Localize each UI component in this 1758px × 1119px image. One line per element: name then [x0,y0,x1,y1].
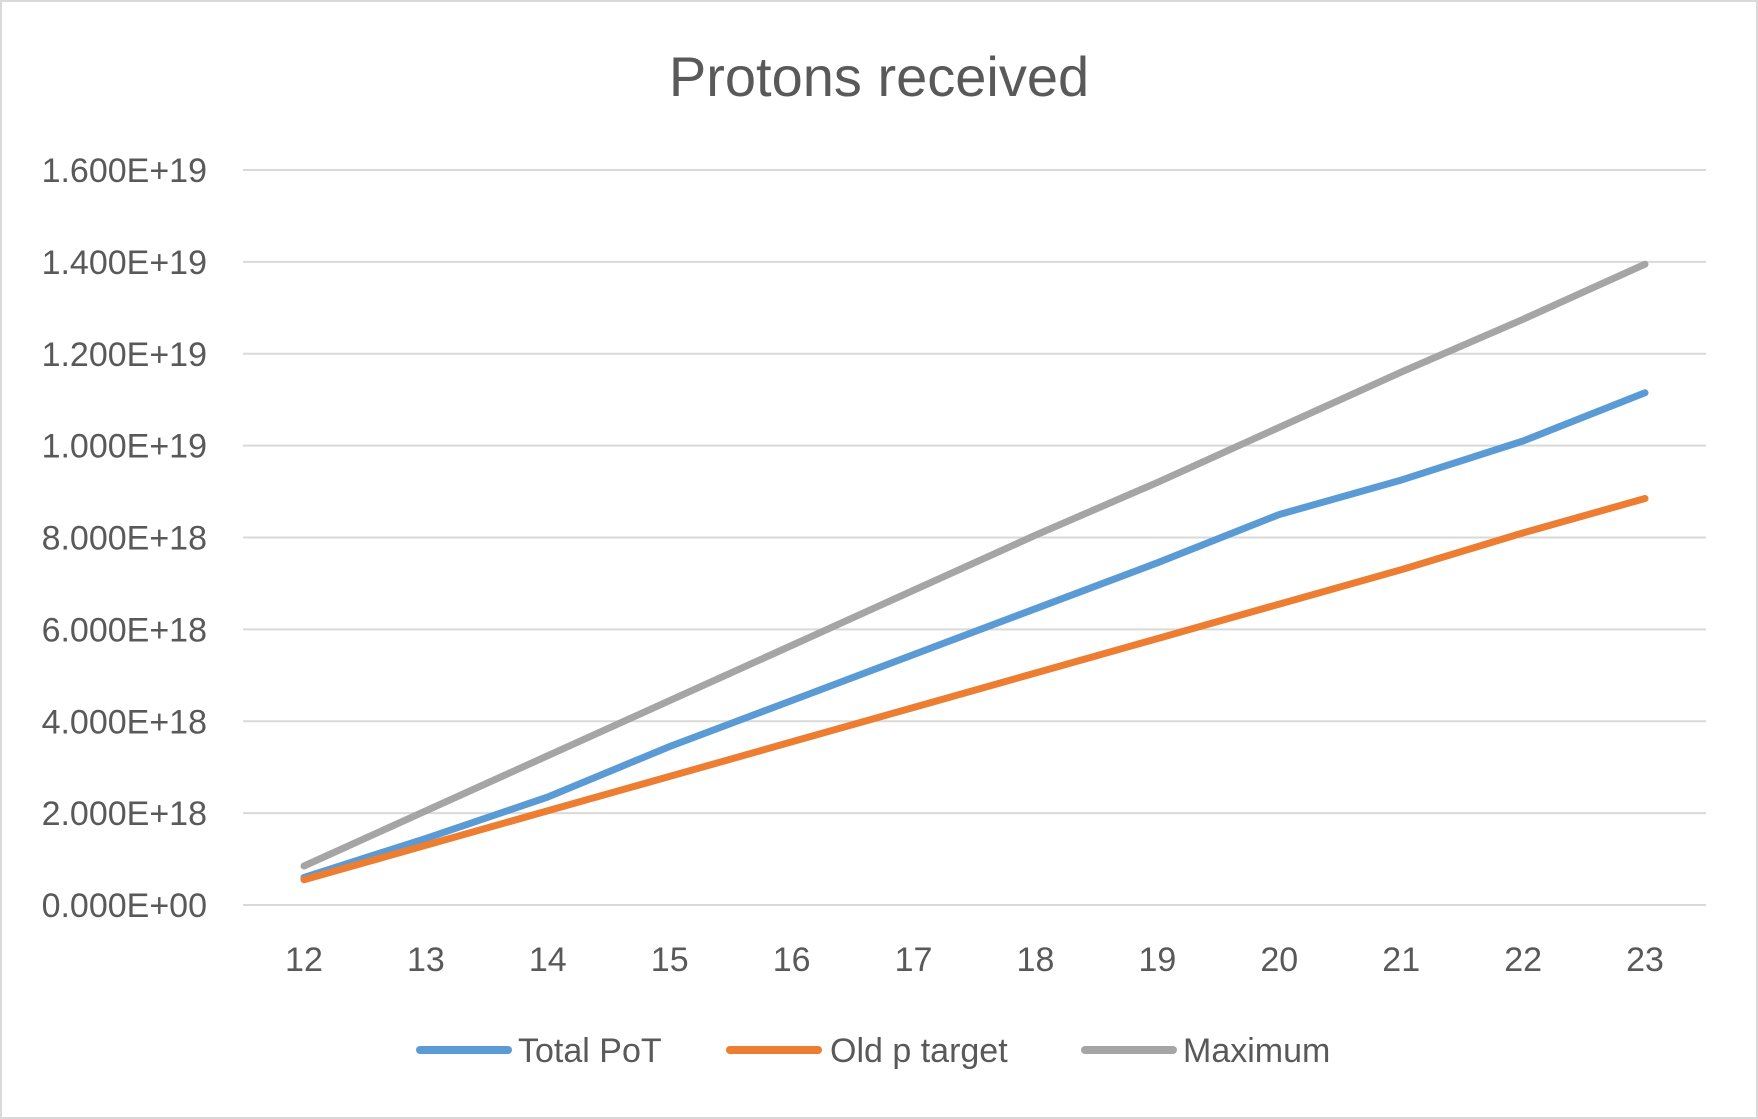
chart-title: Protons received [669,45,1089,108]
series-line-1 [300,495,1649,884]
x-tick-label: 14 [529,941,567,979]
x-tick-label: 18 [1017,941,1055,979]
x-tick-label: 12 [285,941,323,979]
series-lines [300,260,1649,884]
series-line-0 [300,389,1649,881]
x-tick-label: 17 [895,941,933,979]
y-tick-label: 1.400E+19 [42,244,207,282]
y-axis-tick-labels: 0.000E+00 2.000E+18 4.000E+18 6.000E+18 8.00… [42,152,207,925]
x-tick-label: 13 [407,941,445,979]
legend-label: Total PoT [518,1032,662,1070]
x-tick-label: 22 [1504,941,1542,979]
y-tick-label: 4.000E+18 [42,703,207,741]
series-line-2 [300,260,1649,870]
x-tick-label: 16 [773,941,811,979]
x-tick-label: 21 [1382,941,1420,979]
x-tick-label: 23 [1626,941,1664,979]
y-tick-label: 6.000E+18 [42,611,207,649]
y-tick-label: 1.600E+19 [42,152,207,190]
x-tick-label: 15 [651,941,689,979]
y-tick-label: 2.000E+18 [42,795,207,833]
legend-label: Maximum [1183,1032,1330,1070]
y-tick-label: 0.000E+00 [42,887,207,925]
x-tick-label: 20 [1260,941,1298,979]
x-tick-label: 19 [1138,941,1176,979]
legend: Total PoT Old p target Maximum [416,1032,1330,1070]
gridlines [243,169,1706,906]
legend-label: Old p target [830,1032,1008,1070]
y-tick-label: 8.000E+18 [42,520,207,558]
y-tick-label: 1.200E+19 [42,336,207,374]
y-tick-label: 1.000E+19 [42,428,207,466]
x-axis-tick-labels: 12 13 14 15 16 17 18 19 20 21 22 23 [285,941,1664,979]
